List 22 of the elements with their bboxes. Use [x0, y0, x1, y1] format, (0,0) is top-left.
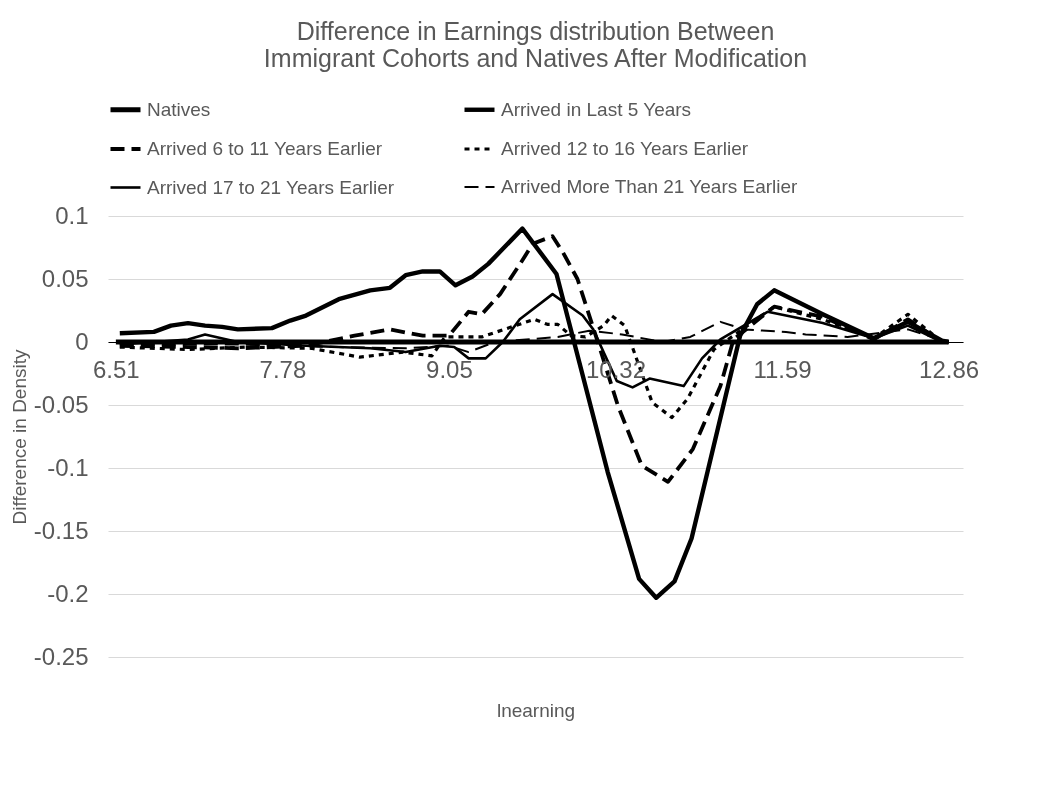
legend-label: Arrived 6 to 11 Years Earlier: [147, 138, 383, 159]
legend-label: Arrived 17 to 21 Years Earlier: [147, 176, 395, 198]
y-tick-label: 0: [75, 327, 89, 355]
y-tick-label: -0.05: [33, 390, 89, 418]
x-axis-title: lnearning: [496, 699, 576, 721]
chart-title: Difference in Earnings distribution Between Immigrant Cohorts and Natives After Modification: [263, 17, 808, 72]
y-tick-label: 0.1: [55, 201, 89, 229]
x-tick-label: 9.05: [426, 355, 473, 383]
y-tick-label: -0.1: [47, 453, 89, 481]
legend-label: Arrived More Than 21 Years Earlier: [501, 176, 799, 197]
legend-label: Arrived 12 to 16 Years Earlier: [501, 138, 749, 159]
y-tick-label: 0.05: [41, 264, 89, 292]
y-tick-label: -0.15: [33, 516, 89, 544]
x-tick-label: 11.59: [753, 355, 812, 383]
x-tick-label: 12.86: [919, 355, 980, 383]
y-axis-title: Difference in Density: [8, 349, 30, 525]
y-tick-label: -0.2: [47, 579, 89, 607]
legend-label: Arrived in Last 5 Years: [501, 98, 692, 120]
legend-label: Natives: [147, 98, 211, 120]
y-tick-label: -0.25: [33, 642, 89, 670]
x-tick-label: 7.78: [259, 355, 307, 383]
x-tick-label: 6.51: [93, 355, 140, 383]
